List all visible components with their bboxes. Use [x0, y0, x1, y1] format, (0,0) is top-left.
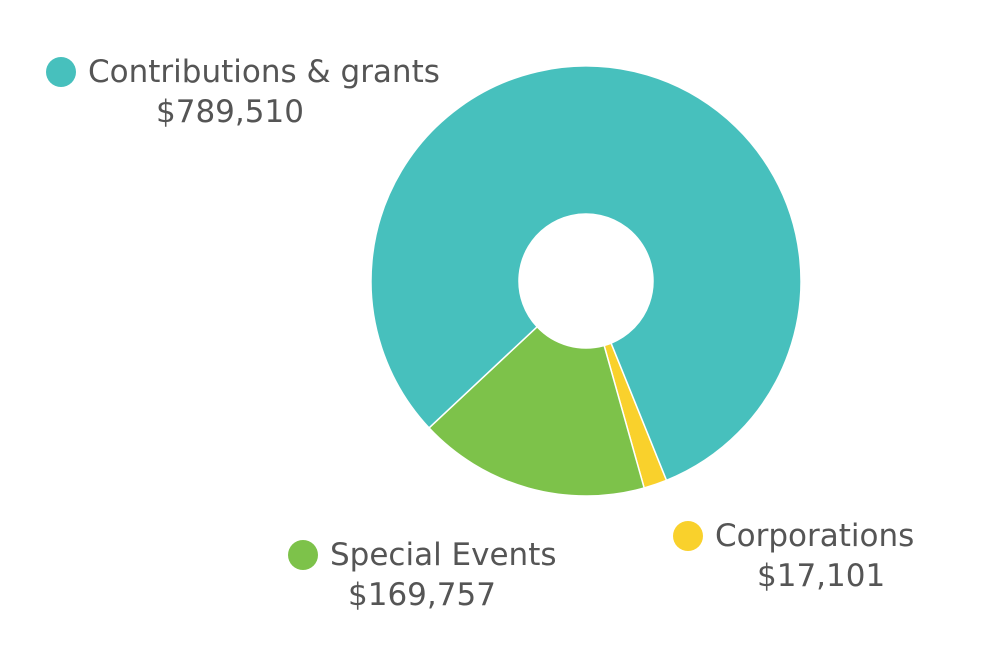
legend-entry-contributions-grants: Contributions & grants $789,510 — [46, 52, 440, 132]
data-label-special-events: $169,757 — [348, 577, 496, 613]
legend-label-special-events: Special Events — [330, 537, 557, 573]
donut-slices — [370, 65, 802, 497]
legend-swatch-corporations — [673, 521, 703, 551]
legend-swatch-contributions-grants — [46, 57, 76, 87]
donut-slice-contributions-grants — [370, 65, 802, 482]
data-label-corporations: $17,101 — [757, 558, 886, 594]
data-label-contributions-grants: $789,510 — [156, 94, 304, 130]
legend-label-contributions-grants: Contributions & grants — [88, 54, 440, 90]
legend-entry-corporations: Corporations $17,101 — [673, 516, 914, 596]
donut-slice-special-events — [427, 325, 646, 497]
legend-entry-special-events: Special Events $169,757 — [288, 535, 557, 615]
legend-label-corporations: Corporations — [715, 518, 915, 554]
legend-swatch-special-events — [288, 540, 318, 570]
